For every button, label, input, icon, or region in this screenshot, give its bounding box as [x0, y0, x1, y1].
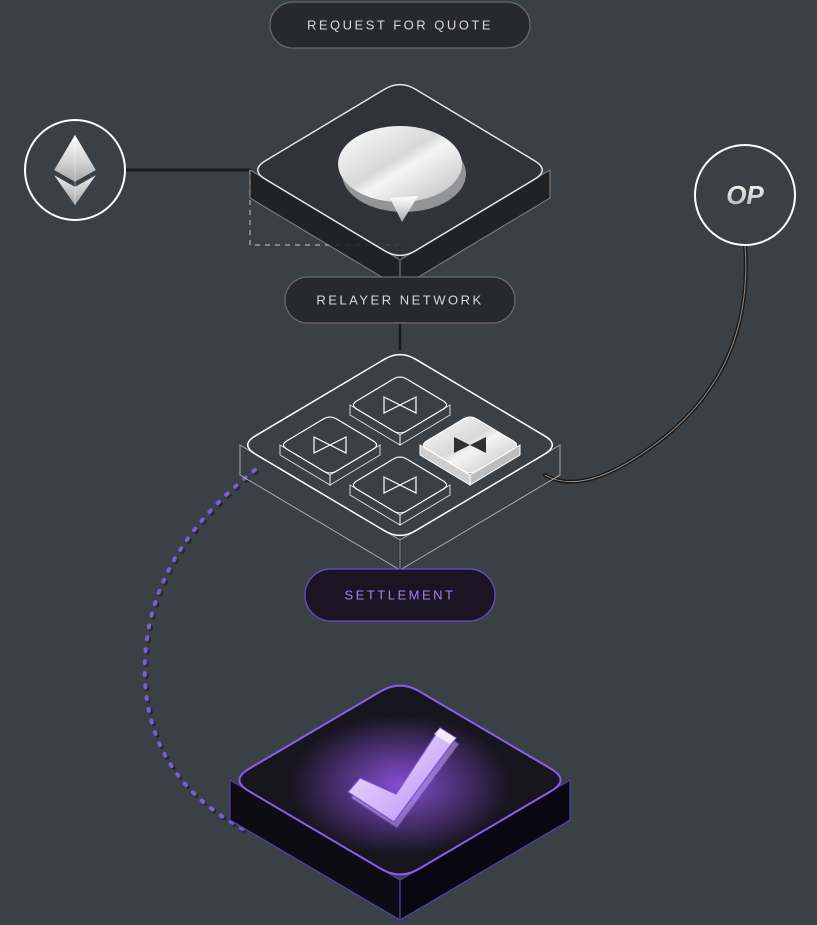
settlement-glow	[290, 715, 510, 855]
relayer-subtile-2	[350, 457, 450, 525]
pill-relayer-label: RELAYER NETWORK	[316, 293, 483, 308]
pill-rfq: REQUEST FOR QUOTE	[270, 2, 530, 48]
relayer-subtile-0	[280, 417, 380, 485]
pill-settlement-label: SETTLEMENT	[345, 588, 456, 603]
connector-purple-dotted	[145, 470, 255, 830]
eth-badge	[25, 120, 125, 220]
op-badge: OP	[695, 145, 795, 245]
connector-op-curve-shadow	[545, 245, 746, 482]
op-badge-label: OP	[726, 180, 764, 210]
bowtie-icon	[314, 437, 346, 453]
pill-relayer: RELAYER NETWORK	[285, 277, 515, 323]
pill-rfq-label: REQUEST FOR QUOTE	[307, 18, 493, 33]
relayer-subtile-1	[350, 377, 450, 445]
connector-op-curve	[545, 245, 746, 482]
relayer-subtile-3	[420, 417, 520, 485]
tile-settlement	[230, 686, 570, 920]
bowtie-icon	[384, 477, 416, 493]
bowtie-icon	[384, 397, 416, 413]
pill-settlement: SETTLEMENT	[305, 569, 495, 621]
tile-relayer	[240, 355, 560, 570]
